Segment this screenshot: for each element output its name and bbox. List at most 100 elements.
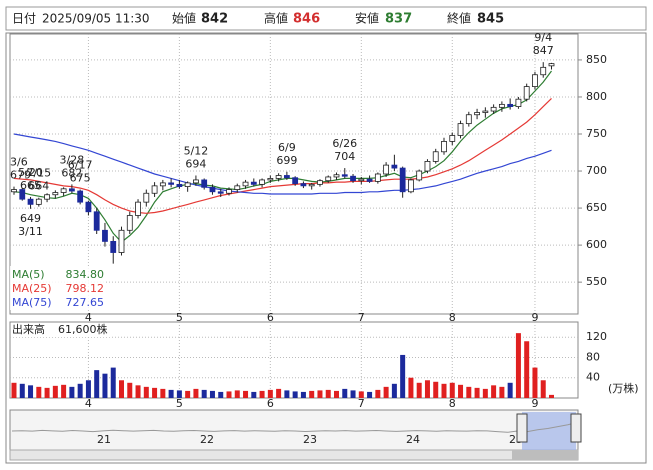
navigator-label: 24 [406,433,420,446]
volume-bar [400,354,406,398]
volume-bar [507,382,513,398]
candle-body [168,182,175,185]
volume-tick-label: 40 [586,371,600,384]
x-tick-label: 9 [531,311,538,324]
volume-bar [69,386,75,398]
volume-bar [449,382,455,398]
header-label: 始値 [172,11,196,26]
header-bar [5,6,647,31]
ma-line [13,133,552,195]
legend-value: 798.12 [66,282,105,295]
scroll-thumb[interactable] [512,450,578,460]
plot-layer: 5506006507007508008504455667788993/66796… [10,31,639,450]
header-label: 高値 [264,11,288,26]
candle-body [408,179,414,193]
candle-body [126,215,133,231]
volume-bar [317,390,323,398]
candle-body [176,183,183,187]
volume-bar [127,382,133,398]
header-label: 安値 [355,11,379,26]
x-tick-label: 8 [449,397,456,410]
header-value: 846 [293,12,320,27]
candle-body [465,114,472,125]
annotation-date: 3/11 [18,225,43,238]
annotation-date: 6/9 [278,141,296,154]
volume-unit: (万株) [608,381,639,395]
annotation-date: 7/15 [26,167,51,180]
volume-bar [94,370,100,398]
volume-bar [218,391,224,398]
volume-bar [424,380,430,398]
volume-bar [334,390,339,398]
y-tick-label: 650 [586,201,607,214]
x-tick-label: 8 [449,311,456,324]
outer-frame [5,32,647,464]
volume-bar [358,391,364,398]
volume-bar [515,333,521,398]
annotation-value: 665 [20,179,41,192]
volume-bar [259,390,265,398]
candle-body [457,123,464,136]
volume-bar [152,387,158,398]
volume-bar [466,386,472,398]
candle-body [135,201,141,216]
volume-bar [416,382,422,398]
candle-body [11,189,17,193]
volume-bar [135,385,141,398]
candle-body [507,103,514,107]
annotation-value: 704 [334,150,355,163]
volume-bar [243,390,249,398]
header-label: 終値 [447,11,471,26]
candle-body [77,190,84,203]
volume-bar [284,390,290,398]
volume-bar [61,384,67,398]
candle-body [317,180,323,185]
candle-body [35,198,42,205]
annotation-value: 847 [533,44,554,57]
x-tick-label: 7 [358,397,365,410]
candle-body [52,192,59,196]
x-tick-label: 5 [176,397,183,410]
candle-body [259,179,265,185]
candle-body [275,175,282,179]
volume-bar [367,391,373,398]
volume-bar [209,390,215,398]
volume-bar [350,390,356,398]
volume-title-box [11,323,111,337]
volume-bar [193,388,199,398]
header-value: 845 [477,12,504,27]
candle-body [474,112,480,116]
candle-body [449,135,456,142]
navigator-label: 22 [200,433,214,446]
candle-body [292,177,299,185]
volume-bar [226,391,232,398]
candle-body [441,141,447,153]
volume-tick-label: 80 [586,350,600,363]
annotation-date: 3/6 [10,156,28,169]
candle-body [118,229,125,253]
navigator-handle[interactable] [570,413,582,443]
header-date: 2025/09/05 11:30 [42,12,150,26]
candle-body [193,179,199,184]
volume-bar [110,367,116,398]
volume-bar [441,383,447,398]
volume-bar [325,389,331,398]
annotation-value: 682 [61,166,82,179]
candle-body [68,188,75,192]
candle-body [151,185,158,194]
navigator-handle[interactable] [516,413,528,443]
volume-latest: 61,600株 [58,322,108,336]
volume-bar [491,385,497,398]
annotation-date: 6/26 [332,137,357,150]
volume-bar [185,390,191,398]
legend-value: 727.65 [66,296,105,309]
candle-body [482,110,489,113]
candle-body [515,98,522,107]
scrollbar[interactable] [9,449,579,461]
volume-bar [300,391,306,398]
price-panel [9,33,579,315]
y-tick-label: 700 [586,164,607,177]
legend-name: MA(5) [12,268,45,281]
